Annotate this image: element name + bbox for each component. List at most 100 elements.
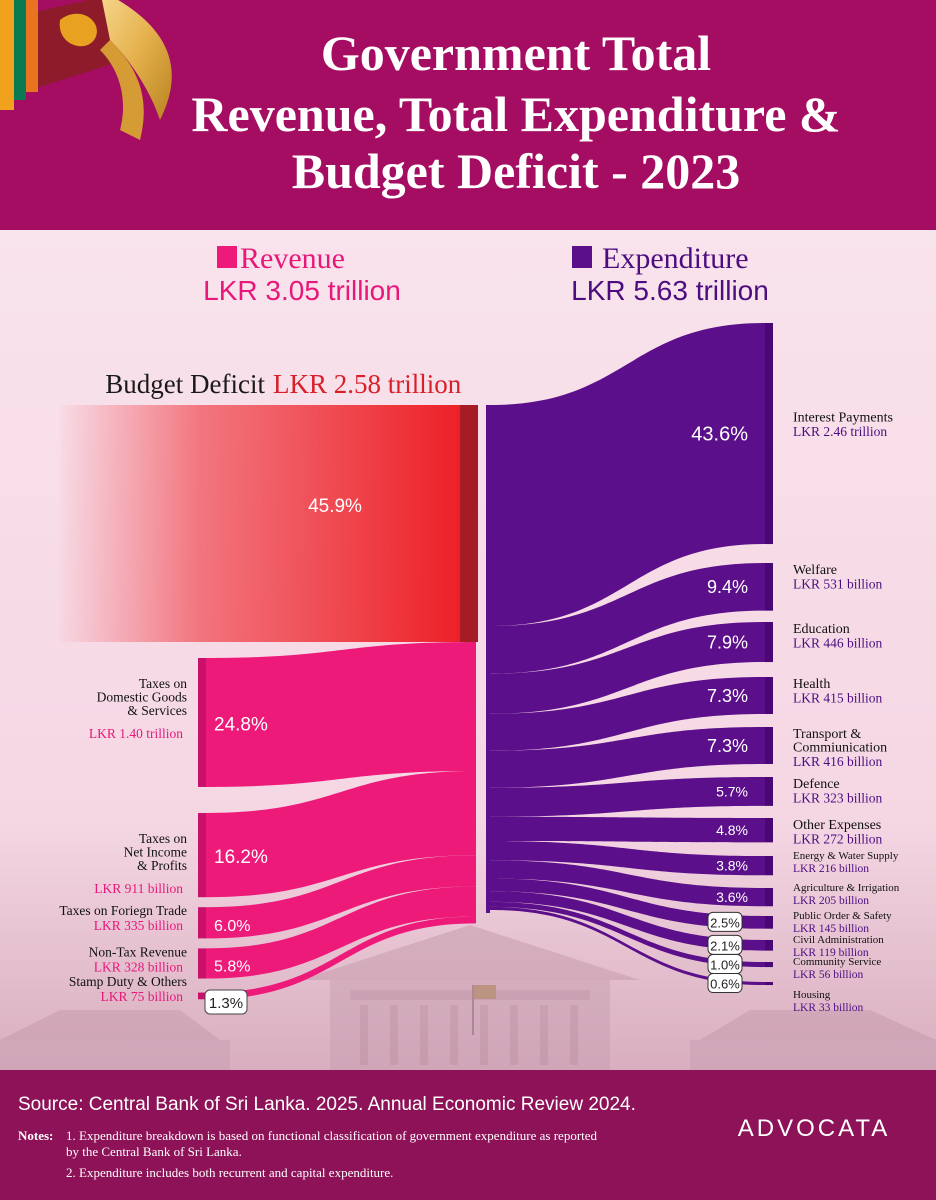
expenditure-item-name-9-0: Public Order & Safety: [793, 910, 892, 922]
revenue-source-amount-4: LKR 75 billion: [100, 989, 183, 1004]
expenditure-item-amount-11: LKR 56 billion: [793, 969, 864, 981]
expenditure-percent-10: 2.1%: [710, 938, 740, 953]
expenditure-flow-2: [490, 622, 765, 714]
expenditure-node-bar-4: [765, 727, 773, 765]
expenditure-item-name-11-0: Community Service: [793, 956, 881, 968]
expenditure-flow-0: [490, 323, 765, 627]
legend-expenditure: Expenditure LKR 5.63 trillion: [571, 242, 769, 306]
note-1-line-2: by the Central Bank of Sri Lanka.: [66, 1144, 242, 1159]
expenditure-node-bar-5: [765, 777, 773, 806]
expenditure-node-bar-3: [765, 677, 773, 715]
revenue-flows: [198, 642, 476, 1000]
revenue-total: LKR 3.05 trillion: [203, 275, 401, 306]
expenditure-node-bar-7: [765, 856, 773, 876]
title-line-3: Budget Deficit - 2023: [292, 143, 741, 199]
expenditure-percent-5: 5.7%: [716, 783, 748, 799]
expenditure-percent-0: 43.6%: [691, 424, 748, 446]
expenditure-percent-1: 9.4%: [707, 577, 748, 597]
expenditure-item-name-0-0: Interest Payments: [793, 411, 893, 426]
note-1-line-1: 1. Expenditure breakdown is based on fun…: [66, 1128, 598, 1143]
expenditure-item-amount-4: LKR 416 billion: [793, 754, 883, 769]
expenditure-percent-2: 7.9%: [707, 632, 748, 652]
sri-lanka-flag-icon: [0, 0, 172, 140]
revenue-node-bar-2: [198, 907, 206, 939]
expenditure-flow-12: [490, 906, 765, 986]
revenue-source-name-1-2: & Profits: [137, 858, 187, 873]
notes-label: Notes:: [18, 1128, 53, 1143]
expenditure-percent-4: 7.3%: [707, 736, 748, 756]
revenue-source-amount-1: LKR 911 billion: [94, 881, 183, 896]
expenditure-label: Expenditure: [602, 242, 749, 275]
expenditure-item-name-3-0: Health: [793, 677, 830, 692]
revenue-flow-4: [206, 916, 476, 1000]
expenditure-node-bar-8: [765, 888, 773, 907]
page-title: Government Total Revenue, Total Expendit…: [191, 25, 840, 199]
revenue-flow-0: [206, 642, 476, 787]
revenue-node-bar-1: [198, 812, 206, 898]
revenue-source-name-1-1: Net Income: [124, 844, 187, 859]
expenditure-item-name-2-0: Education: [793, 622, 850, 637]
expenditure-item-amount-7: LKR 216 billion: [793, 863, 869, 875]
source-citation: Source: Central Bank of Sri Lanka. 2025.…: [18, 1094, 636, 1115]
title-line-1: Government Total: [321, 25, 711, 81]
revenue-node-bar-0: [198, 658, 206, 787]
expenditure-item-name-4-0: Transport &: [793, 727, 861, 742]
revenue-swatch: [217, 246, 237, 268]
revenue-flow-1: [206, 770, 476, 898]
expenditure-item-name-8-0: Agriculture & Irrigation: [793, 882, 900, 894]
expenditure-node-bar-0: [765, 323, 773, 545]
expenditure-percent-box-9: [707, 911, 743, 932]
revenue-source-amount-2: LKR 335 billion: [94, 918, 184, 933]
revenue-percent-0: 24.8%: [214, 714, 268, 735]
expenditure-flow-9: [490, 878, 765, 929]
expenditure-total-bar: [486, 405, 490, 913]
revenue-percent-1: 16.2%: [214, 847, 268, 868]
note-2: 2. Expenditure includes both recurrent a…: [66, 1165, 393, 1180]
expenditure-item-name-1-0: Welfare: [793, 563, 837, 578]
expenditure-item-name-7-0: Energy & Water Supply: [793, 850, 899, 862]
expenditure-item-amount-2: LKR 446 billion: [793, 636, 883, 651]
expenditure-flow-8: [490, 860, 765, 907]
expenditure-item-name-12-0: Housing: [793, 989, 831, 1001]
expenditure-flow-7: [490, 841, 765, 876]
expenditure-flow-3: [490, 677, 765, 751]
revenue-label: Revenue: [240, 242, 345, 275]
parliament-silhouette: [0, 925, 936, 1070]
revenue-node-bar-3: [198, 948, 206, 979]
expenditure-flow-5: [490, 777, 765, 817]
expenditure-item-amount-6: LKR 272 billion: [793, 832, 883, 847]
expenditure-item-amount-9: LKR 145 billion: [793, 923, 869, 935]
title-line-2: Revenue, Total Expenditure &: [191, 86, 840, 142]
revenue-source-amount-0: LKR 1.40 trillion: [89, 726, 183, 741]
expenditure-total: LKR 5.63 trillion: [571, 275, 769, 306]
revenue-source-name-2-0: Taxes on Foriegn Trade: [59, 903, 187, 918]
expenditure-percent-6: 4.8%: [716, 822, 748, 838]
expenditure-percent-9: 2.5%: [710, 915, 740, 930]
expenditure-item-amount-12: LKR 33 billion: [793, 1002, 864, 1014]
deficit-bar: [460, 405, 478, 642]
expenditure-flows: [490, 323, 773, 986]
deficit-block: 45.9%: [60, 405, 478, 642]
deficit-amount: LKR 2.58 trillion: [273, 369, 462, 399]
deficit-fill: [60, 405, 460, 642]
expenditure-node-bar-10: [765, 940, 773, 951]
revenue-percent-3: 5.8%: [214, 958, 250, 975]
expenditure-percent-12: 0.6%: [710, 977, 740, 992]
revenue-source-name-3-0: Non-Tax Revenue: [89, 944, 187, 959]
expenditure-item-amount-8: LKR 205 billion: [793, 895, 869, 907]
footer-band: [0, 1070, 936, 1200]
deficit-percent: 45.9%: [308, 496, 362, 517]
revenue-source-name-4-0: Stamp Duty & Others: [69, 974, 187, 989]
revenue-node-bar-4: [198, 992, 206, 1000]
revenue-source-name-0-2: & Services: [127, 703, 187, 718]
expenditure-node-bar-6: [765, 818, 773, 843]
expenditure-item-amount-10: LKR 119 billion: [793, 947, 869, 959]
advocata-logo: ADVOCATA: [738, 1115, 890, 1142]
expenditure-item-name-4-1: Commiunication: [793, 741, 887, 756]
expenditure-percent-8: 3.6%: [716, 889, 748, 905]
revenue-percent-4: 1.3%: [209, 995, 243, 1012]
expenditure-node-bar-9: [765, 916, 773, 929]
